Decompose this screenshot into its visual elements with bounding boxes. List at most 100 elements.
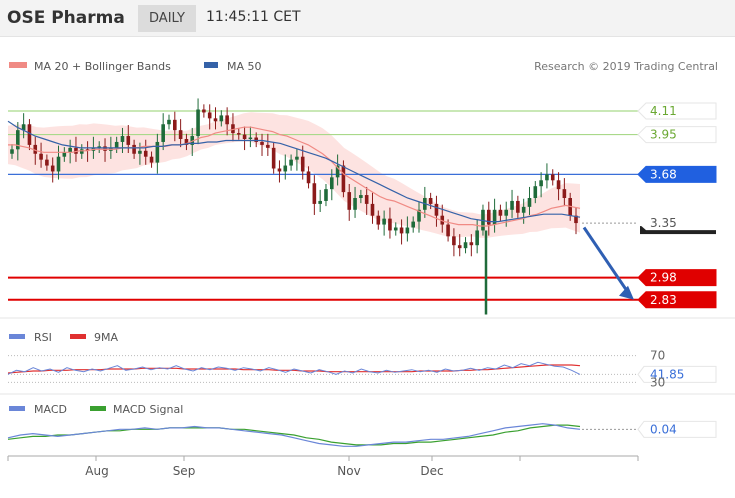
macd-level-label-0.04: 0.04 [650, 422, 677, 436]
candle-body [277, 168, 282, 172]
candle-body [562, 189, 567, 198]
candle-body [492, 209, 497, 225]
level-label-3.68: 3.68 [650, 167, 677, 181]
x-tick-label-sep: Sep [173, 464, 196, 478]
candle-body [103, 146, 107, 151]
candle-body [266, 144, 270, 148]
candle-body [457, 245, 462, 249]
level-tag-2.83 [637, 291, 717, 309]
candle-body [318, 200, 322, 204]
candle-body [190, 136, 195, 145]
level-tag-3.68 [637, 165, 717, 183]
projection-arrow-line [582, 226, 632, 297]
candle-body [335, 165, 340, 178]
candle-body [184, 139, 189, 145]
legend-label-macd: MACD [34, 403, 67, 416]
candle-body [539, 180, 543, 187]
candle-body [138, 150, 142, 154]
level-tag-3.35 [638, 214, 716, 231]
candle-body [173, 119, 177, 131]
candle-body [329, 177, 334, 190]
candle-body [10, 149, 14, 154]
candle-body [504, 209, 509, 216]
candle-body [347, 192, 352, 210]
period-selector-button[interactable]: DAILY [138, 5, 196, 32]
candle-body [39, 153, 43, 160]
candle-body [469, 242, 474, 246]
candle-body [45, 159, 49, 166]
level-tag-3.95 [637, 126, 717, 144]
candle-body [231, 124, 235, 134]
candle-body [283, 165, 288, 172]
candle-body [312, 183, 317, 204]
x-tick-label-aug: Aug [85, 464, 108, 478]
x-tick-label-dec: Dec [420, 464, 443, 478]
legend-swatch-macd-signal [90, 406, 106, 411]
candle-body [149, 156, 154, 163]
rsi-level-label-41.85: 41.85 [650, 367, 684, 381]
candle-body [452, 236, 456, 246]
candle-body [207, 112, 212, 119]
candle-body [353, 198, 357, 210]
candle-body [393, 227, 398, 231]
candle-body [545, 174, 549, 181]
candle-body [446, 224, 450, 237]
legend-label-rsi: RSI [34, 331, 52, 344]
macd-line [7, 423, 581, 447]
candle-body [370, 203, 375, 216]
level-label-2.98: 2.98 [650, 271, 677, 285]
candle-body [74, 147, 78, 154]
candle-body [364, 195, 369, 204]
candle-body [254, 137, 259, 142]
credit-text: Research © 2019 Trading Central [534, 60, 718, 73]
ma20-line [8, 126, 581, 227]
rsi-level-label-30: 30 [650, 375, 665, 389]
candle-body [21, 124, 26, 131]
legend-swatch-rsi [9, 334, 25, 339]
candle-body [475, 230, 479, 246]
candle-body [143, 150, 148, 157]
candle-body [248, 137, 253, 139]
legend-label-macd-signal: MACD Signal [113, 403, 183, 416]
candle-body [376, 215, 381, 225]
candle-body [33, 144, 38, 154]
candle-body [486, 209, 491, 225]
legend-swatch-9ma [70, 334, 86, 339]
candle-body [62, 152, 67, 157]
ma50-line [7, 120, 581, 223]
level-label-2.83: 2.83 [650, 293, 677, 307]
candle-body [56, 156, 61, 172]
candle-body [574, 215, 578, 224]
candle-body [161, 124, 165, 142]
level-label-3.95: 3.95 [650, 128, 677, 142]
candle-body [510, 200, 514, 210]
candle-body [155, 141, 160, 163]
candle-body [411, 221, 415, 228]
candle-body [341, 165, 346, 193]
candle-body [271, 147, 276, 169]
candle-body [428, 198, 433, 204]
candle-body [463, 242, 468, 249]
legend-swatch-macd [9, 406, 25, 411]
candle-body [498, 209, 503, 216]
candle-body [16, 130, 20, 150]
candle-body [359, 195, 363, 198]
header-bar: OSE Pharma DAILY 11:45:11 CET [0, 0, 735, 37]
candle-body [167, 119, 171, 125]
legend-label-ma20: MA 20 + Bollinger Bands [34, 60, 171, 73]
candle-body [132, 144, 136, 154]
legend-label-9ma: 9MA [94, 331, 118, 344]
candle-body [68, 147, 72, 153]
candle-body [550, 174, 555, 181]
candle-body [440, 215, 445, 225]
instrument-title: OSE Pharma [7, 8, 125, 28]
candle-body [295, 156, 299, 160]
candle-body [242, 134, 247, 139]
candle-body [126, 136, 131, 145]
projection-arrow-head [619, 285, 634, 300]
candle-body [388, 218, 392, 231]
candle-body [236, 133, 241, 135]
candle-body [527, 198, 532, 207]
legend-label-ma50: MA 50 [227, 60, 262, 73]
candle-body [27, 124, 32, 145]
